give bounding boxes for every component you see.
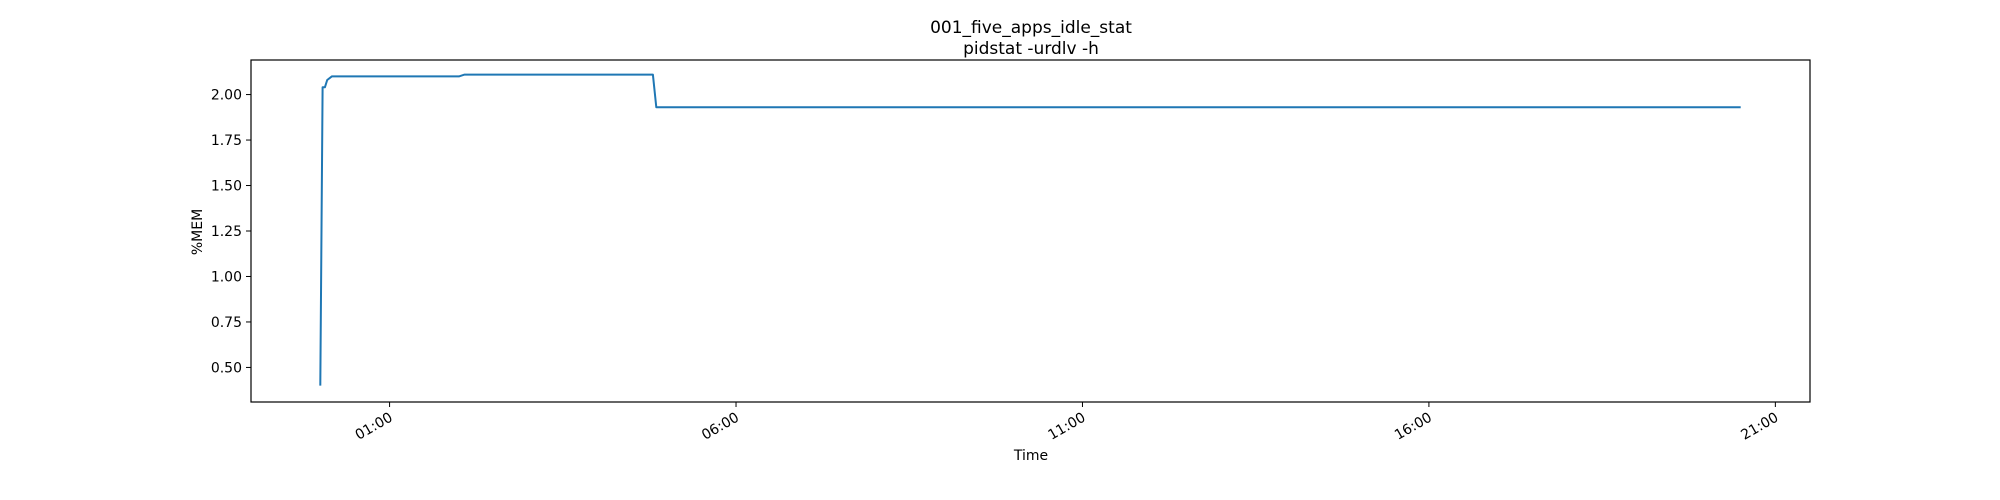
y-tick-label: 2.00 xyxy=(211,88,242,104)
y-tick-label: 1.00 xyxy=(211,269,242,285)
chart-title: 001_five_apps_idle_stat xyxy=(930,18,1132,38)
y-tick-label: 1.25 xyxy=(211,224,242,240)
x-axis-label: Time xyxy=(1013,448,1048,464)
series-line-0 xyxy=(319,73,1741,386)
y-axis-label: %MEM xyxy=(190,209,206,255)
y-tick-label: 1.50 xyxy=(211,179,242,195)
chart-subtitle: pidstat -urdlv -h xyxy=(963,39,1099,59)
y-tick-label: 0.50 xyxy=(211,360,242,376)
y-tick-label: 1.75 xyxy=(211,133,242,149)
y-axis: 0.50 0.75 1.00 1.25 1.50 1.75 2.00 xyxy=(211,88,251,376)
y-tick-label: 0.75 xyxy=(211,315,242,331)
plot-area xyxy=(319,73,1741,386)
